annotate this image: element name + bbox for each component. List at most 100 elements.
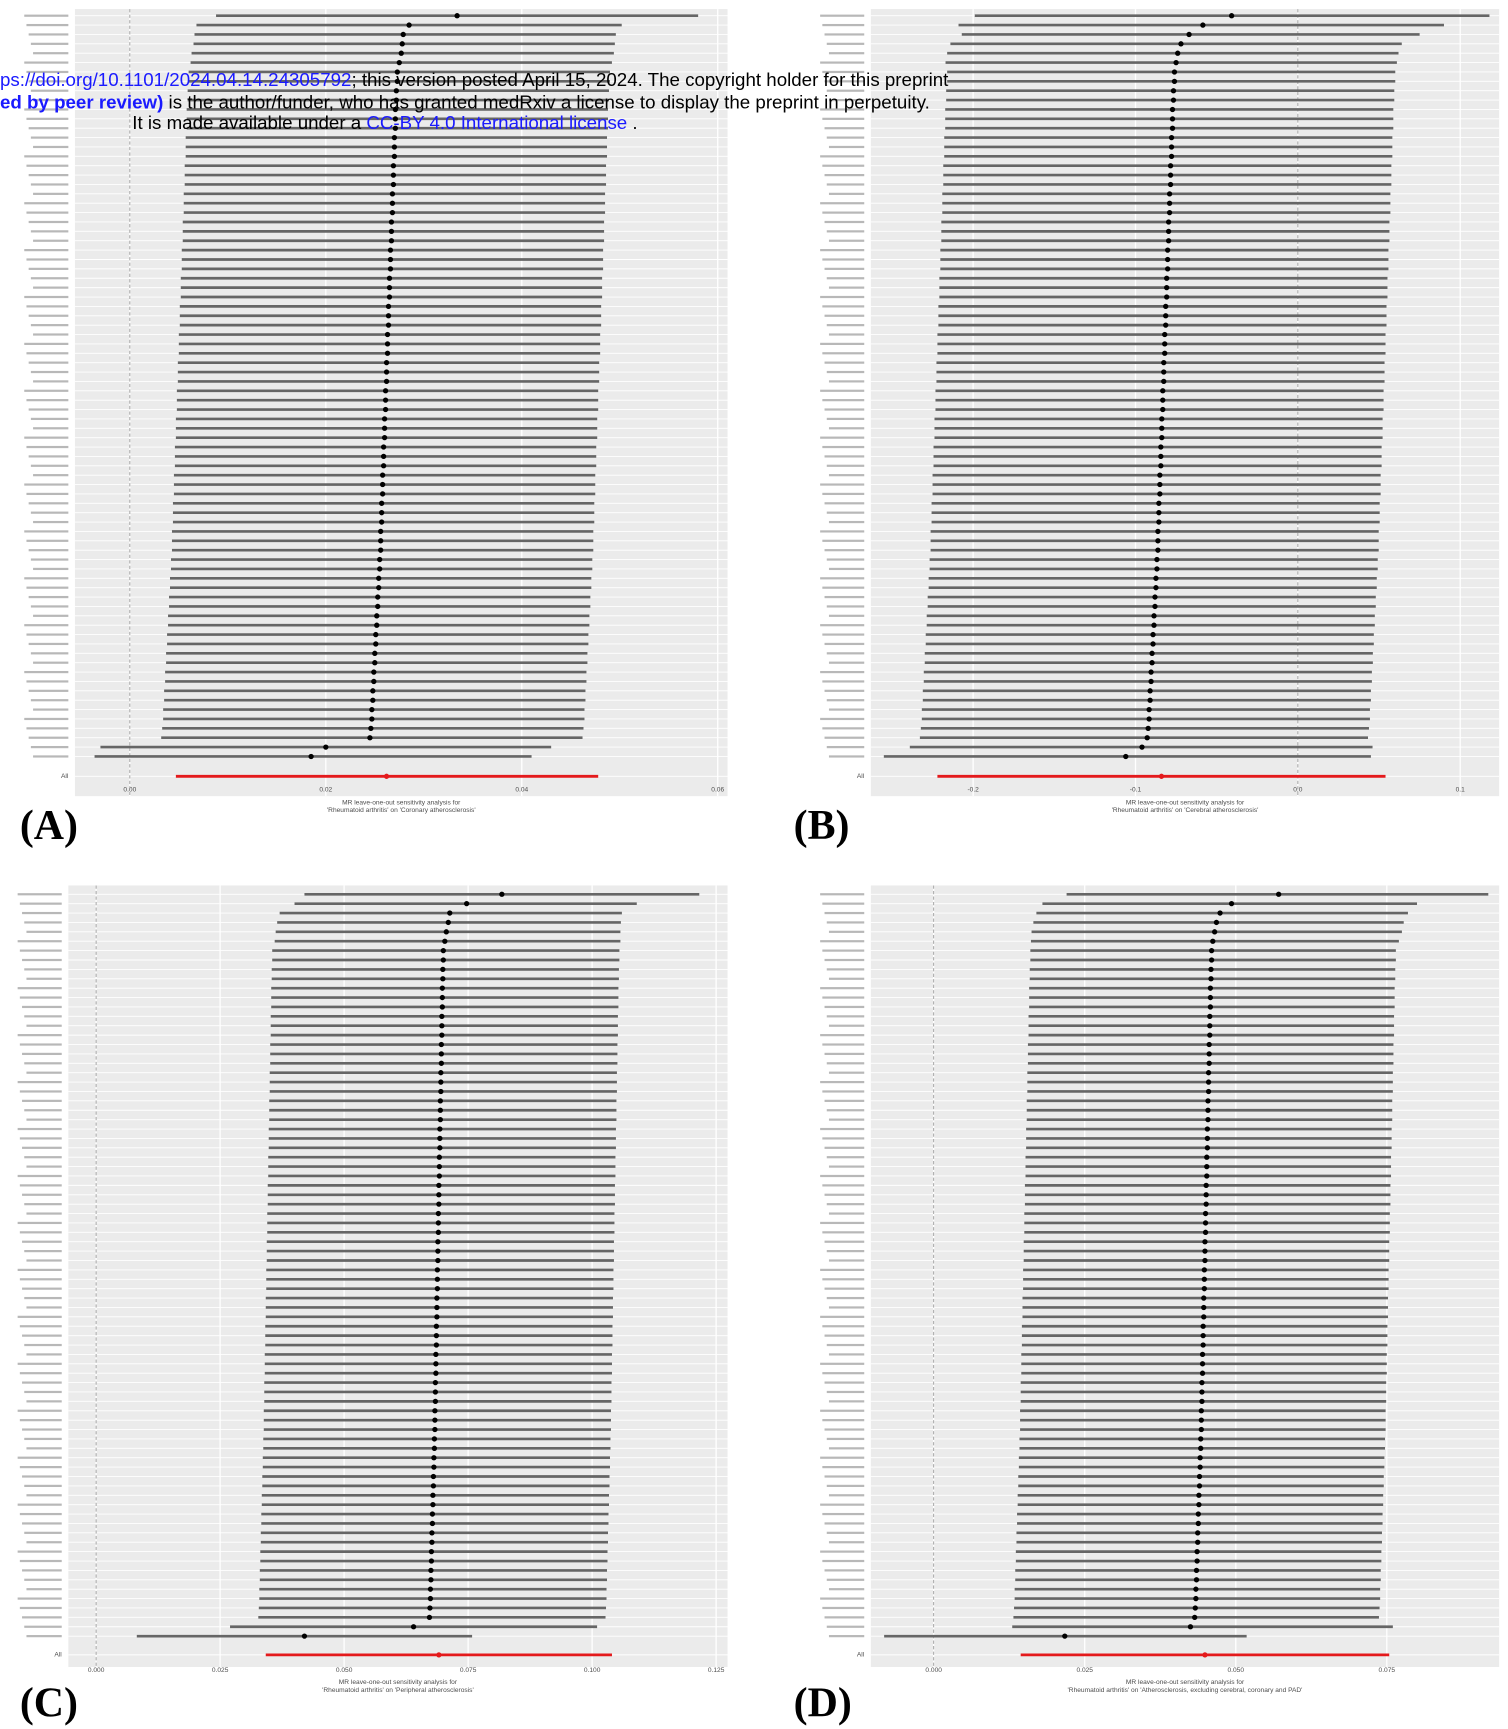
estimate-point: [390, 163, 397, 169]
estimate-point: [371, 669, 377, 675]
snp-label-illegible: [24, 155, 69, 158]
panel-label: (A): [20, 803, 78, 849]
snp-label-illegible: [820, 61, 865, 64]
estimate-point: [394, 69, 400, 75]
plots: 0.00 0.02 0.04 0.06 All MR leave-one-out sens…: [17, 9, 1500, 1726]
snp-label-illegible: [824, 1428, 865, 1431]
estimate-point: [367, 735, 373, 741]
estimate-point: [433, 1323, 440, 1329]
estimate-point: [436, 1182, 442, 1189]
estimate-point: [438, 1088, 444, 1095]
x-tick-label: -0.2: [967, 786, 979, 793]
snp-label-illegible: [26, 633, 69, 636]
snp-label-illegible: [24, 1390, 62, 1394]
summary-label: All: [857, 773, 865, 780]
estimate-point: [1194, 1558, 1200, 1564]
estimate-point: [1276, 891, 1282, 897]
estimate-point: [370, 697, 376, 703]
doi-link[interactable]: ps://doi.org/10.1101/2024.04.14.24305792: [0, 69, 351, 90]
estimate-point: [387, 247, 394, 253]
estimate-point: [1206, 1041, 1212, 1048]
snp-label-illegible: [824, 33, 865, 36]
estimate-point: [432, 1408, 438, 1414]
x-tick-label: -0.1: [1130, 786, 1142, 793]
estimate-point: [442, 938, 448, 944]
snp-label-illegible: [822, 117, 865, 120]
estimate-point: [1155, 538, 1161, 544]
snp-label-illegible: [33, 192, 69, 195]
estimate-point: [1168, 134, 1175, 141]
snp-label-illegible: [28, 736, 69, 739]
review-link[interactable]: ed by peer review): [0, 91, 163, 112]
header-text: It is made available under a: [132, 112, 366, 133]
estimate-point: [431, 1464, 437, 1470]
estimate-point: [371, 678, 377, 685]
snp-label-illegible: [22, 1569, 62, 1572]
snp-label-illegible: [24, 1484, 62, 1487]
estimate-point: [375, 594, 381, 600]
estimate-point: [434, 1314, 440, 1320]
snp-label-illegible: [822, 164, 865, 167]
estimate-point: [380, 453, 387, 460]
snp-label-illegible: [826, 464, 865, 467]
estimate-point: [1192, 1605, 1198, 1611]
snp-label-illegible: [30, 324, 69, 327]
estimate-point: [434, 1304, 440, 1311]
estimate-point: [1159, 425, 1165, 431]
estimate-point: [430, 1483, 437, 1489]
snp-label-illegible: [26, 1447, 62, 1450]
estimate-point: [1148, 678, 1154, 685]
snp-label-illegible: [24, 295, 69, 299]
snp-label-illegible: [26, 1353, 62, 1356]
estimate-point: [1199, 1379, 1205, 1386]
snp-label-illegible: [824, 958, 865, 962]
estimate-point: [1195, 1530, 1201, 1536]
estimate-point: [427, 1605, 433, 1611]
license-link[interactable]: CC-BY 4.0 International license: [366, 112, 627, 133]
estimate-point: [1154, 556, 1160, 563]
snp-label-illegible: [26, 352, 69, 355]
snp-label-illegible: [30, 277, 69, 280]
estimate-point: [435, 1229, 442, 1235]
snp-label-illegible: [826, 1484, 865, 1487]
snp-label-illegible: [822, 539, 865, 542]
snp-label-illegible: [828, 661, 865, 664]
estimate-point: [439, 985, 445, 991]
panel-label: (B): [794, 803, 850, 849]
estimate-point: [379, 481, 386, 488]
estimate-point: [1155, 528, 1161, 535]
estimate-point: [1210, 938, 1216, 944]
snp-label-illegible: [826, 42, 865, 45]
estimate-point: [378, 538, 384, 544]
estimate-point: [447, 910, 453, 916]
snp-label-illegible: [828, 1165, 865, 1168]
estimate-point: [384, 341, 391, 347]
snp-label-illegible: [828, 1588, 865, 1591]
snp-label-illegible: [824, 314, 865, 317]
snp-label-illegible: [33, 661, 69, 664]
snp-label-illegible: [822, 258, 865, 261]
estimate-point: [1159, 416, 1165, 422]
estimate-point: [1159, 435, 1165, 441]
estimate-point: [1196, 1502, 1202, 1508]
estimate-point: [1166, 191, 1173, 197]
x-tick-label: 0.04: [515, 786, 528, 793]
snp-label-illegible: [820, 1597, 865, 1600]
snp-label-illegible: [30, 745, 69, 749]
estimate-point: [1201, 1267, 1207, 1273]
snp-label-illegible: [826, 183, 865, 186]
estimate-point: [406, 22, 412, 28]
estimate-point: [369, 716, 375, 722]
estimate-point: [1201, 1314, 1207, 1320]
estimate-point: [1167, 163, 1174, 169]
estimate-point: [323, 744, 329, 750]
estimate-point: [435, 1239, 441, 1245]
estimate-point: [1199, 1361, 1206, 1367]
snp-label-illegible: [828, 614, 865, 617]
snp-label-illegible: [820, 14, 865, 17]
estimate-point: [436, 1192, 442, 1198]
snp-label-illegible: [24, 1578, 62, 1581]
snp-label-illegible: [822, 1043, 865, 1046]
estimate-point: [1207, 1004, 1214, 1010]
snp-label-illegible: [19, 949, 62, 952]
